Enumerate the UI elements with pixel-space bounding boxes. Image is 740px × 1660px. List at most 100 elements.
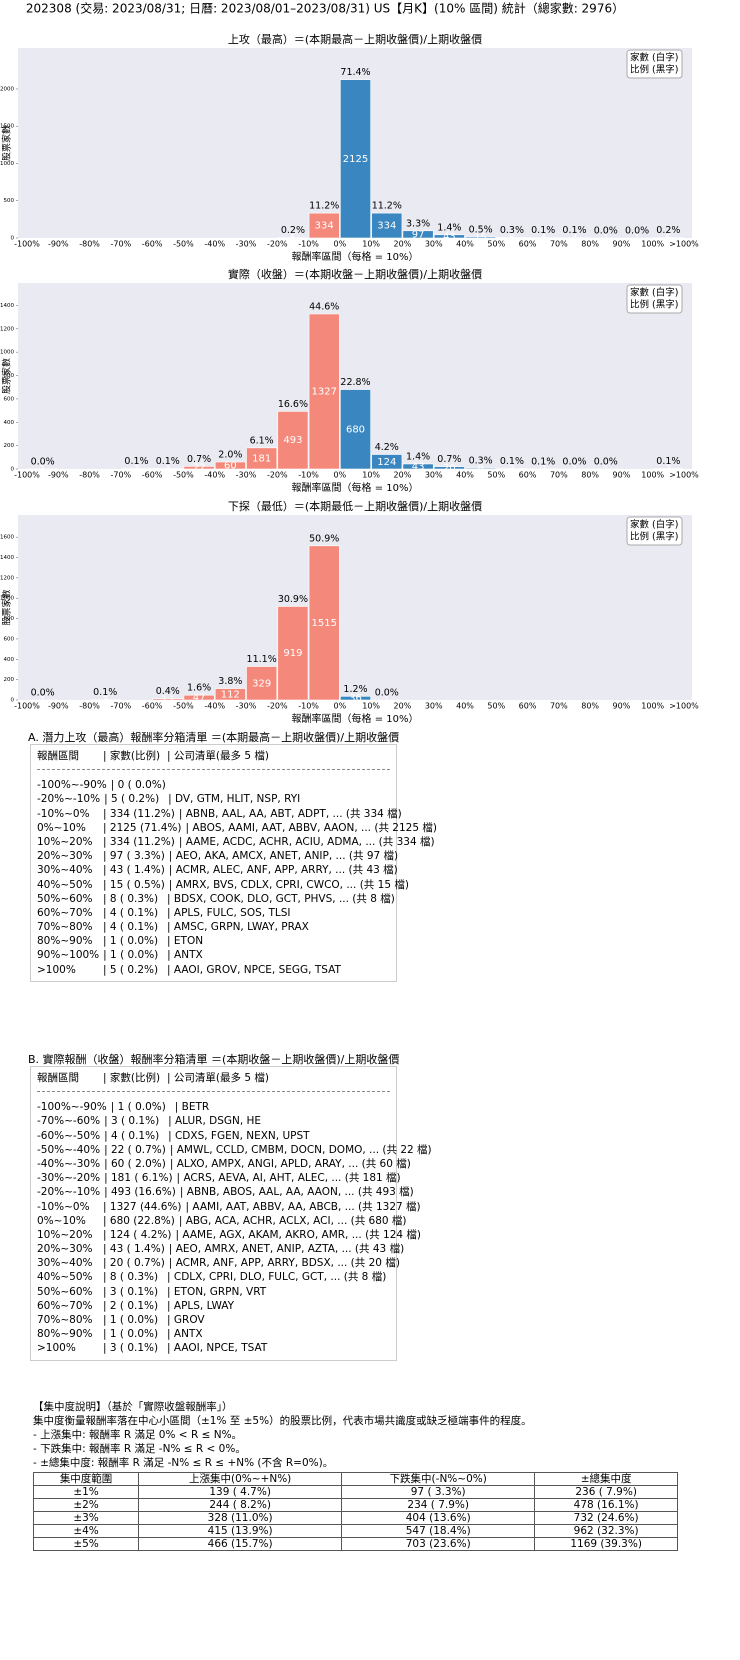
y-tick-label: 1000 (0, 350, 14, 356)
cell: ALUR, DSGN, HE (168, 1114, 261, 1128)
x-tick-label: -100% (14, 471, 40, 480)
bar (496, 237, 528, 239)
count-label: 47 (193, 693, 206, 704)
percent-label: 22.8% (340, 377, 370, 388)
count-label: 43 (443, 231, 456, 242)
x-tick-label: -70% (111, 702, 132, 711)
count-label: 36 (349, 693, 362, 704)
cell: 20%~30% (37, 1243, 93, 1256)
table-row: 30%~40% 43 ( 1.4%) ACMR, ALEC, ANF, APP, A… (37, 863, 398, 877)
cell: AMRX, BVS, CDLX, CPRI, CWCO, ... (共 15 檔… (169, 878, 409, 892)
table-row: 50%~60% 8 ( 0.3%) BDSX, COOK, DLO, GCT, PH… (37, 892, 395, 906)
x-tick-label: 50% (487, 702, 505, 711)
x-tick-label: -80% (79, 471, 100, 480)
header-cell: 家數(比例) (103, 749, 163, 763)
percent-label: 0.0% (31, 456, 55, 467)
x-tick-label: 50% (487, 240, 505, 249)
page-header: 202308 (交易: 2023/08/31; 日曆: 2023/08/01–2… (26, 1, 624, 16)
x-tick-label: -80% (79, 240, 100, 249)
cell: 20%~30% (37, 850, 93, 863)
cell: 328 (11.0%) (138, 1511, 343, 1525)
x-tick-label: -10% (298, 240, 319, 249)
count-label: 493 (283, 435, 302, 446)
count-label: 680 (346, 424, 365, 435)
x-tick-label: 80% (581, 471, 599, 480)
cell: 3 ( 0.1%) (103, 1341, 163, 1355)
table-row: 70%~80% 1 ( 0.0%) GROV (37, 1313, 390, 1327)
cell: ±1% (32, 1485, 140, 1499)
cell: AAME, ACDC, ACHR, ACIU, ADMA, ... (共 334… (179, 835, 435, 849)
bar (402, 230, 434, 239)
count-label: 181 (252, 453, 271, 464)
x-tick-label: -70% (111, 471, 132, 480)
y-tick-label: 800 (4, 373, 15, 379)
cell: 404 (13.6%) (341, 1511, 536, 1525)
legend-entry: 家數 (白字) (630, 519, 678, 531)
cell: ACRS, AEVA, AI, AHT, ALEC, ... (共 181 檔) (177, 1171, 400, 1185)
count-label: 3 (133, 464, 139, 475)
x-tick-label: 30% (425, 702, 443, 711)
cell: 22 ( 0.7%) (104, 1143, 166, 1157)
cell: 962 (32.3%) (534, 1524, 678, 1538)
bar (371, 454, 403, 470)
bar (277, 606, 309, 701)
cell: 60%~70% (37, 906, 93, 919)
x-tick-label: 20% (394, 240, 412, 249)
cell: 703 (23.6%) (341, 1537, 536, 1551)
cell: 30%~40% (37, 864, 93, 877)
percent-label: 0.3% (500, 225, 524, 236)
percent-label: 0.2% (656, 225, 680, 236)
y-tick-label: 0 (11, 467, 15, 473)
bar (465, 236, 497, 239)
cell: 547 (18.4%) (341, 1524, 536, 1538)
y-tick-label: 0 (11, 236, 15, 242)
cell: >100% (37, 963, 76, 976)
bar (465, 467, 497, 470)
x-tick-label: -20% (267, 702, 288, 711)
cell: 4 ( 0.1%) (103, 906, 163, 920)
cell: -30%~-20% (37, 1172, 101, 1185)
x-tick-label: 40% (456, 240, 474, 249)
count-label: 919 (283, 648, 302, 659)
table-row: -10%~0% 334 (11.2%) ABNB, AAL, AA, ABT, AD… (37, 807, 402, 821)
cell: BETR (175, 1100, 210, 1114)
percent-label: 0.1% (124, 456, 148, 467)
x-tick-label: 40% (456, 471, 474, 480)
table-header: 報酬區間 家數(比例) 公司清單(最多 5 檔) (37, 1071, 390, 1085)
cell: 97 ( 3.3%) (103, 849, 165, 863)
x-tick-label: 20% (394, 702, 412, 711)
table-row: 80%~90% 1 ( 0.0%) ETON (37, 934, 390, 948)
cell: ±2% (32, 1498, 140, 1512)
percent-label: 0.1% (500, 456, 524, 467)
cell: AAMI, AAT, ABBV, AA, ABCB, ... (共 1327 檔… (186, 1200, 420, 1214)
percent-label: 0.7% (187, 454, 211, 465)
cell: 1 ( 0.0%) (103, 1313, 163, 1327)
percent-label: 0.3% (469, 456, 493, 467)
bar (340, 696, 371, 701)
percent-label: 1.4% (437, 222, 461, 233)
x-tick-label: 10% (362, 240, 380, 249)
cell: ABG, ACA, ACHR, ACLX, ACI, ... (共 680 檔) (179, 1214, 407, 1228)
bar (246, 447, 278, 470)
cell: 90%~100% (37, 949, 100, 962)
y-tick-label: 1000 (0, 596, 14, 602)
cell: 680 (22.8%) (103, 1214, 175, 1228)
count-label: 329 (252, 678, 271, 689)
percent-label: 71.4% (340, 67, 370, 78)
y-axis-label: 股票家數 (1, 125, 13, 161)
count-label: 1327 (311, 386, 336, 397)
y-tick-label: 1200 (0, 326, 14, 332)
cell: -70%~-60% (37, 1115, 101, 1128)
count-label: 1 (571, 464, 577, 475)
percent-label: 0.4% (156, 686, 180, 697)
percent-label: 0.1% (656, 456, 680, 467)
percent-label: 0.1% (156, 456, 180, 467)
x-tick-label: 90% (613, 702, 631, 711)
x-axis-label: 報酬率區間（每格 = 10%） (292, 250, 419, 263)
cell: 466 (15.7%) (138, 1537, 343, 1551)
y-tick-label: 0 (11, 698, 15, 704)
cell: 0 ( 0.0%) (111, 778, 171, 792)
percent-label: 0.1% (531, 225, 555, 236)
header-cell: 集中度範圍 (32, 1472, 140, 1486)
